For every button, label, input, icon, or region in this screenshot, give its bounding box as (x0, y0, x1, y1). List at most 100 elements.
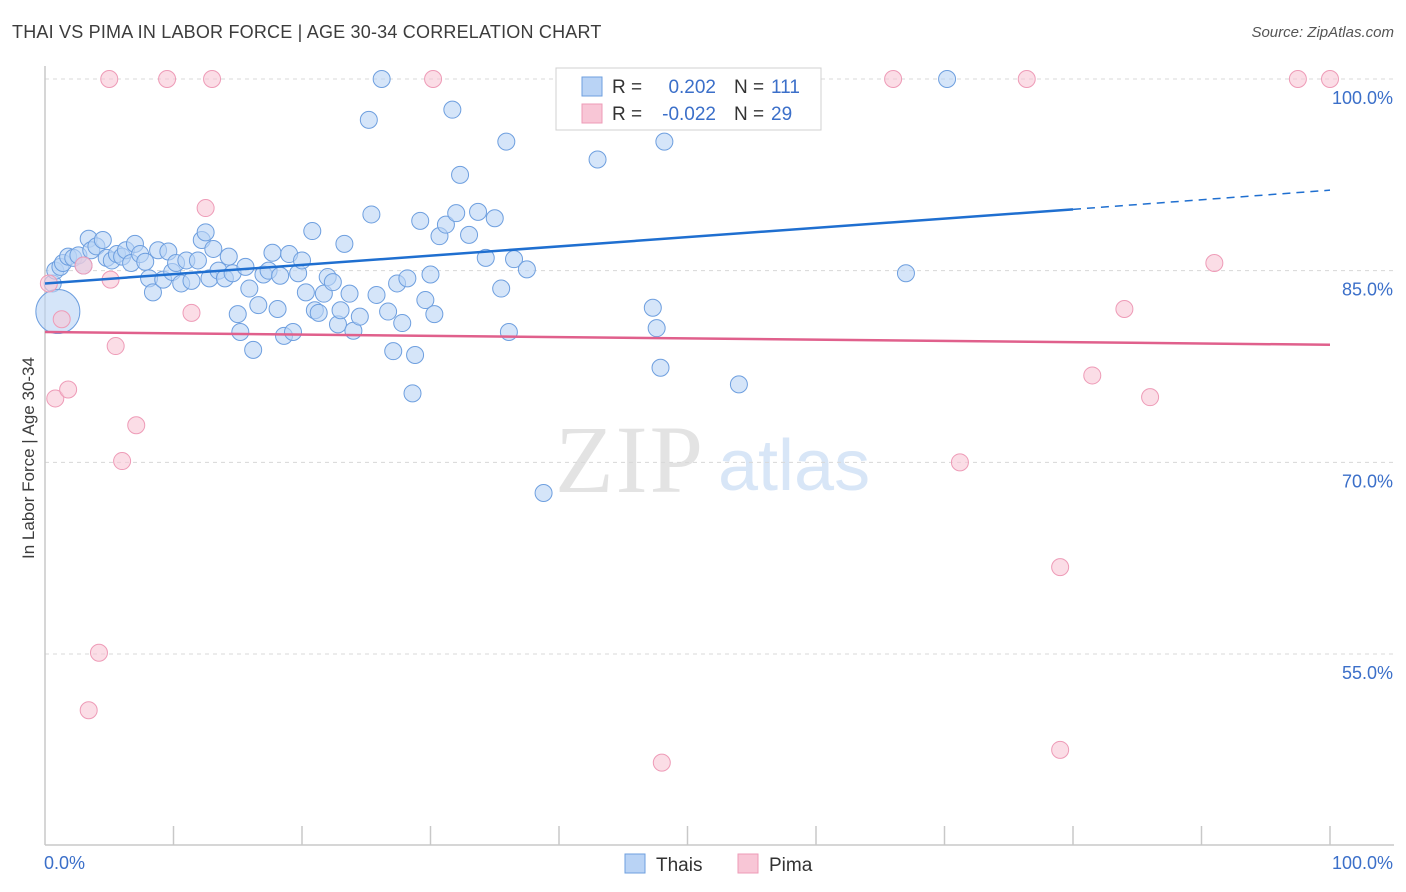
thais-point (331, 301, 350, 320)
thais-point (485, 209, 504, 228)
thais-point (393, 314, 412, 333)
thais-trend-line (44, 208, 1074, 285)
stats-thais-n-label: N = (734, 77, 764, 98)
pima-point (424, 70, 443, 88)
thais-point (309, 303, 328, 322)
thais-point (499, 323, 518, 341)
thais-point (263, 243, 282, 262)
pima-point (884, 70, 903, 88)
thais-point (143, 283, 162, 302)
stats-pima-n-value: 29 (771, 104, 792, 125)
pima-point (1205, 254, 1224, 272)
pima-point (652, 753, 671, 772)
series-pima-points (39, 70, 1339, 772)
thais-point (182, 271, 201, 290)
thais-point (655, 132, 674, 151)
pima-point (1051, 558, 1070, 577)
thais-point (476, 248, 495, 267)
pima-point (127, 416, 146, 435)
thais-point (196, 223, 215, 242)
legend-label-thais: Thais (656, 855, 702, 876)
thais-point (379, 302, 398, 321)
thais-point (451, 165, 470, 184)
thais-point (588, 150, 607, 169)
y-tick-label: 85.0% (1342, 280, 1393, 300)
thais-point (271, 266, 290, 285)
thais-point (517, 260, 536, 279)
thais-point (340, 284, 359, 303)
bottom-legend: Thais Pima (624, 853, 813, 876)
axes (44, 66, 1394, 846)
thais-point (231, 323, 250, 341)
stats-thais-r-label: R = (612, 77, 642, 98)
pima-point (1115, 300, 1134, 318)
pima-point (52, 310, 71, 329)
pima-point (74, 256, 93, 275)
thais-point (93, 231, 112, 249)
pima-point (182, 303, 201, 322)
thais-point (367, 285, 386, 304)
thais-point (219, 247, 238, 266)
x-tick-label-min: 0.0% (44, 853, 85, 873)
thais-point (372, 70, 391, 88)
thais-point (469, 202, 488, 221)
pima-point (59, 380, 78, 399)
thais-point (534, 484, 553, 502)
y-axis-label: In Labor Force | Age 30-34 (19, 357, 38, 559)
pima-point (1321, 70, 1339, 88)
grid-lines (45, 78, 1394, 655)
pima-point (106, 337, 125, 356)
thais-point (492, 279, 511, 298)
pima-point (196, 199, 215, 218)
stats-thais-n-value: 111 (771, 77, 800, 98)
thais-point (896, 264, 915, 283)
pima-point (1051, 740, 1070, 759)
pima-point (1083, 366, 1102, 385)
x-tick-label-max: 100.0% (1332, 853, 1393, 873)
thais-point (416, 291, 435, 310)
thais-point (228, 305, 247, 324)
thais-point (403, 384, 422, 403)
thais-point (938, 70, 957, 88)
pima-point (1288, 70, 1307, 88)
stats-swatch-thais (581, 76, 603, 97)
thais-point (204, 239, 223, 258)
stats-pima-n-label: N = (734, 104, 764, 125)
thais-point (362, 205, 381, 224)
watermark-zip: ZIP (555, 406, 705, 513)
pima-point (46, 389, 65, 408)
thais-point (651, 358, 670, 377)
thais-point (398, 269, 417, 288)
legend-swatch-thais (624, 853, 646, 874)
thais-point (335, 234, 354, 253)
chart-title: THAI VS PIMA IN LABOR FORCE | AGE 30-34 … (12, 22, 602, 42)
thais-point (284, 323, 303, 341)
thais-point (384, 342, 403, 361)
y-tick-label: 55.0% (1342, 663, 1393, 683)
thais-point (497, 132, 516, 151)
thais-point (244, 340, 263, 359)
legend-label-pima: Pima (769, 855, 813, 876)
thais-point (406, 346, 425, 364)
pima-point (100, 70, 119, 88)
pima-point (950, 453, 969, 472)
trend-lines (44, 189, 1331, 347)
stats-pima-r-value: -0.022 (662, 104, 716, 125)
pima-point (113, 452, 132, 471)
thais-point (447, 204, 466, 223)
thais-point (411, 211, 430, 230)
thais-point (323, 273, 342, 292)
stats-swatch-pima (581, 103, 603, 124)
thais-point (236, 257, 255, 276)
y-tick-label: 100.0% (1332, 88, 1393, 108)
pima-point (1141, 388, 1160, 407)
thais-point (460, 225, 479, 244)
thais-point (421, 265, 440, 284)
thais-point (647, 319, 666, 338)
stats-legend-box: R = 0.202 N = 111 R = -0.022 N = 29 (555, 67, 822, 131)
y-tick-labels: 55.0% 70.0% 85.0% 100.0% (1332, 88, 1393, 683)
stats-thais-r-value: 0.202 (668, 77, 716, 98)
watermark-atlas: atlas (718, 426, 870, 506)
thais-point (350, 307, 369, 326)
